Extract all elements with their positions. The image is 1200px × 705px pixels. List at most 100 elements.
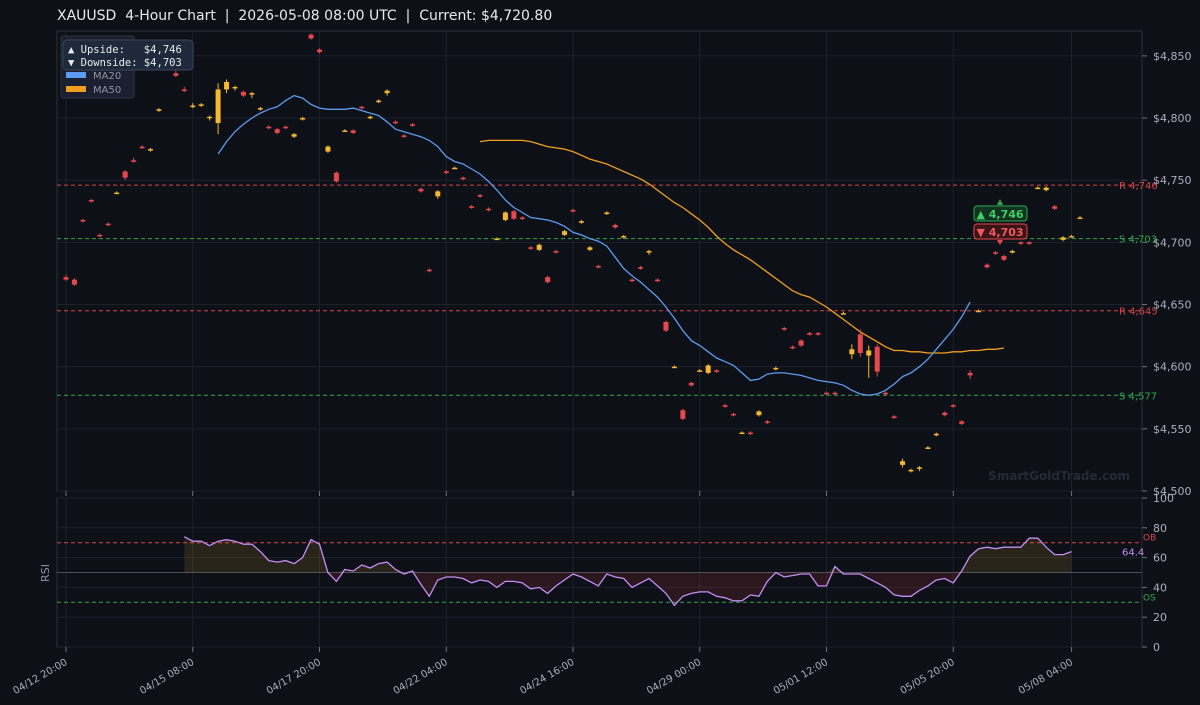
candle-body xyxy=(570,210,576,212)
candle-body xyxy=(756,411,762,416)
ma20-line xyxy=(217,94,971,396)
candle-body xyxy=(477,195,483,197)
candle-body xyxy=(553,251,559,253)
candle-body xyxy=(849,349,855,355)
candle-body xyxy=(418,188,424,192)
candle-body xyxy=(1052,206,1058,209)
rsi-line xyxy=(183,536,1072,607)
x-tick-label: 04/12 20:00 xyxy=(11,657,69,697)
badge-up: ▲ 4,746 xyxy=(973,199,1028,222)
level-label: R 4,645 xyxy=(1119,307,1158,318)
x-tick-label: 04/29 00:00 xyxy=(645,657,703,697)
candle-body xyxy=(824,392,829,395)
info-downside: ▼ Downside: $4,703 xyxy=(68,57,182,69)
candle-body xyxy=(342,130,348,132)
candle-body xyxy=(866,350,872,356)
candle-body xyxy=(71,279,77,285)
chart-title: XAUUSD 4-Hour Chart | 2026-05-08 08:00 U… xyxy=(57,8,553,24)
candle-body xyxy=(680,410,686,419)
candle-body xyxy=(731,413,737,416)
candle-body xyxy=(815,333,821,335)
price-tick-label: $4,750 xyxy=(1153,174,1192,187)
candle-body xyxy=(105,223,111,226)
candle-body xyxy=(308,34,314,39)
x-tick-label: 04/24 16:00 xyxy=(518,657,576,697)
candle-body xyxy=(511,211,517,219)
legend-swatch-ma20 xyxy=(66,72,86,78)
candle-body xyxy=(333,172,339,182)
rsi-tick-label: 40 xyxy=(1153,581,1167,594)
price-tick-label: $4,600 xyxy=(1153,361,1192,374)
candle-body xyxy=(764,421,770,423)
candle-body xyxy=(1018,242,1024,244)
candle-body xyxy=(519,217,525,219)
level-label: R 4,746 xyxy=(1119,181,1158,192)
candle-body xyxy=(300,118,306,120)
candle-body xyxy=(317,49,322,53)
candle-body xyxy=(773,367,779,370)
candle-body xyxy=(274,129,280,133)
rsi-tick-label: 20 xyxy=(1153,611,1167,624)
candle-body xyxy=(139,146,145,149)
candle-body xyxy=(595,265,601,268)
badge-up-label: ▲ 4,746 xyxy=(976,208,1023,221)
legend: ▲ Upside: $4,746 ▼ Downside: $4,703 MA20… xyxy=(60,35,194,99)
badge-down-box xyxy=(973,223,1028,240)
x-tick-label: 05/01 12:00 xyxy=(772,657,830,697)
rsi-tick-label: 0 xyxy=(1153,641,1160,654)
candle-body xyxy=(156,109,162,111)
candle-body xyxy=(739,432,745,435)
price-tick-label: $4,800 xyxy=(1153,112,1192,125)
candle-body xyxy=(604,212,610,215)
candle-body xyxy=(207,116,213,119)
candle-body xyxy=(486,208,491,211)
info-upside: ▲ Upside: $4,746 xyxy=(68,44,182,56)
candle-body xyxy=(266,126,272,129)
x-tick-label: 04/22 04:00 xyxy=(392,657,450,697)
candle-body xyxy=(240,91,246,96)
candle-body xyxy=(367,116,373,119)
candle-body xyxy=(646,251,652,253)
candle-body xyxy=(722,405,728,407)
candle-body xyxy=(502,212,508,220)
candle-body xyxy=(638,267,644,269)
candle-body xyxy=(232,86,238,89)
candle-body xyxy=(798,340,804,346)
price-tick-label: $4,700 xyxy=(1153,236,1192,249)
candle-body xyxy=(1026,242,1032,244)
candle-body xyxy=(469,206,475,208)
level-label: S 4,703 xyxy=(1119,235,1157,246)
candle-body xyxy=(545,277,551,283)
candle-body xyxy=(705,365,711,373)
rsi-fill-oversold xyxy=(184,572,1072,606)
candle-body xyxy=(393,121,399,124)
rsi-tick-label: 60 xyxy=(1153,552,1167,565)
candle-body xyxy=(291,134,297,137)
badge-down: ▼ 4,703 xyxy=(973,223,1028,245)
candle-body xyxy=(993,252,998,254)
oversold-label: OS xyxy=(1143,593,1156,603)
candle-body xyxy=(224,81,230,90)
candle-body xyxy=(655,279,660,282)
candle-body xyxy=(215,89,221,123)
candle-body xyxy=(350,130,356,133)
candle-body xyxy=(781,328,787,330)
legend-label-ma50: MA50 xyxy=(93,85,121,96)
candle-body xyxy=(663,321,669,331)
candle-body xyxy=(114,192,120,195)
candle-body xyxy=(832,392,838,395)
candle-body xyxy=(1060,237,1066,240)
candle-body xyxy=(976,310,982,313)
candle-body xyxy=(790,346,796,349)
badge-down-arrow xyxy=(997,240,1003,245)
candle-body xyxy=(578,221,584,223)
candle-body xyxy=(148,149,153,151)
candle-body xyxy=(426,269,432,272)
legend-label-ma20: MA20 xyxy=(93,71,121,82)
candle-body xyxy=(840,313,846,315)
rsi-tick-label: 80 xyxy=(1153,522,1167,535)
candle-body xyxy=(384,90,390,94)
candle-body xyxy=(612,224,618,228)
candle-body xyxy=(629,279,635,282)
